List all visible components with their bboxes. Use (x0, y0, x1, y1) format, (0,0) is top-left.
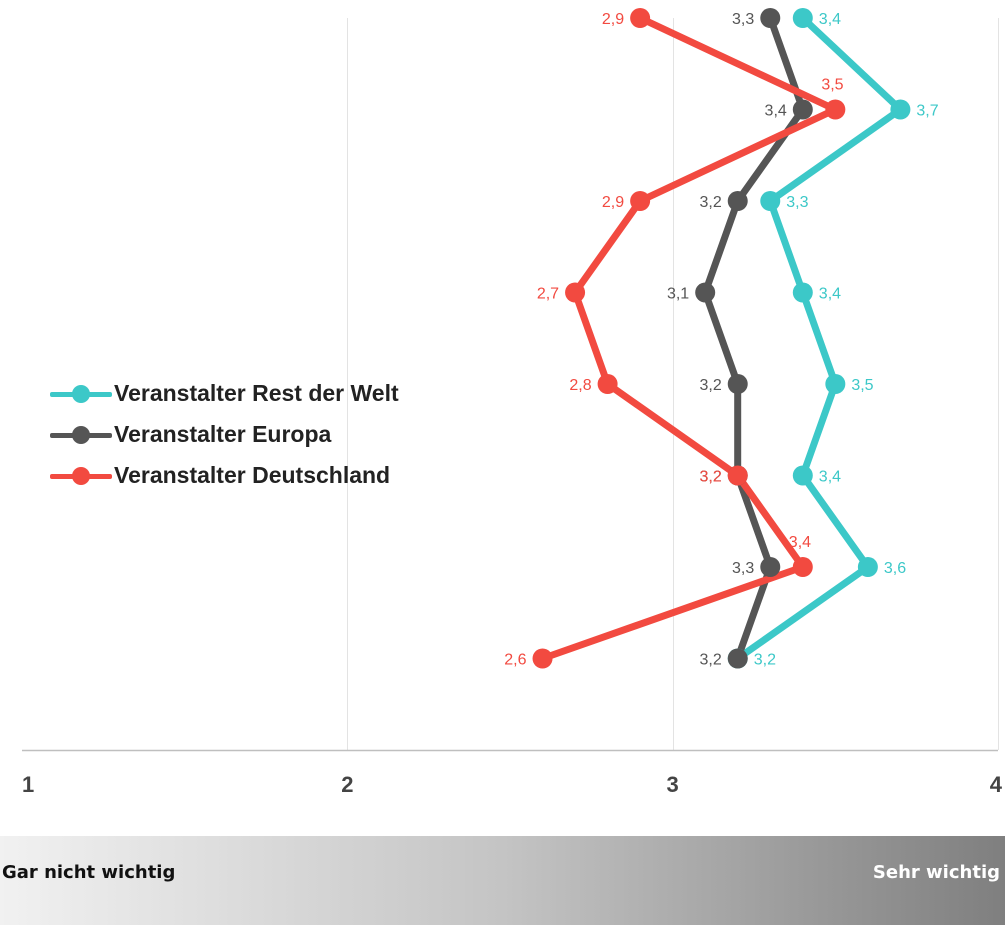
chart-legend: Veranstalter Rest der Welt Veranstalter … (50, 373, 399, 496)
data-label: 3,2 (699, 377, 721, 394)
legend-item-europa: Veranstalter Europa (50, 414, 399, 455)
data-label: 2,9 (602, 194, 624, 211)
data-point (825, 99, 846, 120)
data-label: 3,5 (851, 377, 873, 394)
legend-label: Veranstalter Deutschland (114, 462, 391, 488)
data-label: 3,2 (699, 652, 721, 669)
data-point (532, 648, 553, 669)
data-point (760, 191, 781, 211)
data-label: 3,4 (819, 11, 841, 28)
data-point (890, 99, 911, 120)
legend-swatch-deutschland (50, 466, 112, 486)
x-tick-label: 1 (22, 772, 34, 797)
data-label: 3,3 (786, 194, 808, 211)
scale-right-label: Sehr wichtig (872, 862, 1000, 883)
legend-item-rest-der-welt: Veranstalter Rest der Welt (50, 373, 399, 414)
data-point (792, 8, 813, 28)
data-label: 3,4 (819, 469, 841, 486)
data-point (630, 8, 651, 28)
data-label: 2,9 (602, 11, 624, 28)
data-label: 2,6 (504, 652, 526, 669)
data-point (760, 557, 781, 577)
scale-left-label: Gar nicht wichtig (2, 862, 176, 883)
series-line (734, 14, 904, 662)
data-label: 3,4 (789, 534, 811, 551)
data-label: 3,6 (884, 560, 906, 577)
data-point (727, 374, 748, 394)
series-line (701, 14, 807, 662)
data-point (727, 648, 748, 669)
x-tick-label: 2 (341, 772, 353, 797)
legend-label: Veranstalter Europa (114, 421, 332, 447)
data-point (857, 557, 878, 577)
data-label: 3,2 (699, 469, 721, 486)
legend-item-deutschland: Veranstalter Deutschland (50, 455, 399, 496)
data-point (760, 8, 781, 28)
data-point (597, 374, 618, 394)
data-point (695, 282, 716, 303)
data-point (792, 99, 813, 120)
data-point (792, 557, 813, 577)
importance-scale-band: Gar nicht wichtig Sehr wichtig (0, 836, 1005, 925)
series-line (539, 14, 839, 662)
legend-swatch-rest-der-welt (50, 384, 112, 404)
legend-swatch-europa (50, 425, 112, 445)
data-point (727, 191, 748, 211)
x-tick-label: 3 (667, 772, 679, 797)
data-point (630, 191, 651, 211)
data-label: 3,5 (821, 77, 843, 94)
data-label: 3,3 (732, 560, 754, 577)
data-point (792, 465, 813, 486)
data-label: 3,7 (916, 103, 938, 120)
data-label: 3,2 (699, 469, 721, 486)
data-label: 3,2 (699, 194, 721, 211)
data-label: 3,4 (819, 286, 841, 303)
data-point (825, 374, 846, 394)
data-label: 3,1 (667, 286, 689, 303)
data-label: 2,8 (569, 377, 591, 394)
legend-label: Veranstalter Rest der Welt (114, 380, 399, 406)
data-point (565, 282, 586, 303)
data-point (792, 282, 813, 303)
data-label: 3,2 (754, 652, 776, 669)
data-point (727, 465, 748, 486)
data-label: 3,4 (765, 103, 787, 120)
chart-plot: 1 2 3 4 3,4 3,7 3,3 3,4 3,5 3,4 3,6 3,2 3,3 3,4 3,2 3,1… (22, 8, 1003, 797)
x-tick-label: 4 (990, 772, 1003, 797)
data-label: 3,3 (732, 11, 754, 28)
data-label: 2,7 (537, 286, 559, 303)
